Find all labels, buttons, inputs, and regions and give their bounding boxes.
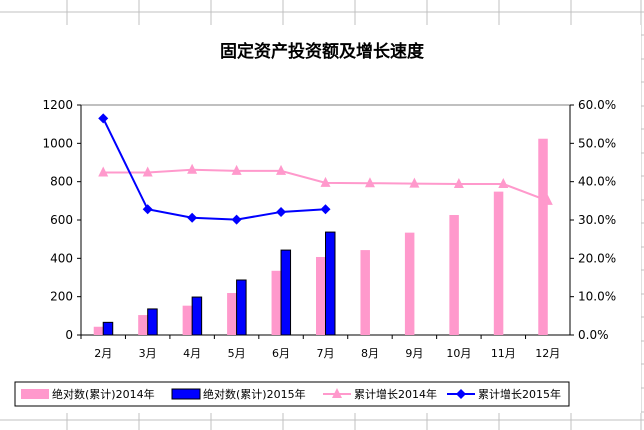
x-tick-label: 12月 bbox=[535, 347, 560, 360]
growth-point-2014 bbox=[276, 164, 287, 175]
legend-box bbox=[14, 381, 570, 407]
bar-2014 bbox=[271, 270, 282, 335]
growth-point-2015 bbox=[276, 206, 287, 217]
bar-2014 bbox=[449, 215, 459, 335]
growth-point-2015 bbox=[231, 214, 242, 225]
growth-point-2014 bbox=[98, 166, 109, 177]
legend-swatch-bar-2015 bbox=[171, 388, 201, 400]
x-tick-label: 3月 bbox=[139, 347, 157, 360]
x-tick-label: 2月 bbox=[94, 347, 112, 360]
bar-2015 bbox=[236, 279, 247, 336]
y-left-tick-label: 800 bbox=[50, 175, 73, 189]
y-left-tick-label: 0 bbox=[65, 328, 73, 342]
growth-point-2014 bbox=[187, 163, 198, 174]
bar-2014 bbox=[404, 232, 415, 335]
bar-2014 bbox=[182, 305, 193, 335]
x-tick-label: 5月 bbox=[228, 347, 246, 360]
legend-marker-triangle bbox=[332, 388, 342, 398]
growth-point-2014 bbox=[364, 177, 375, 188]
y-left-tick-label: 200 bbox=[50, 290, 73, 304]
growth-point-2014 bbox=[453, 177, 464, 188]
growth-line-2015 bbox=[102, 117, 326, 221]
y-left-tick-label: 1200 bbox=[42, 98, 73, 112]
growth-point-2015 bbox=[187, 212, 198, 223]
growth-point-2015 bbox=[142, 204, 153, 215]
legend-label: 绝对数(累计)2015年 bbox=[203, 387, 306, 401]
legend-swatch-bar-2014 bbox=[21, 389, 49, 399]
growth-point-2014 bbox=[142, 166, 153, 177]
y-left-tick-label: 600 bbox=[50, 213, 73, 227]
legend-label: 绝对数(累计)2014年 bbox=[52, 387, 155, 401]
y-right-tick-label: 10.0% bbox=[578, 290, 616, 304]
bar-2014 bbox=[360, 250, 370, 335]
x-tick-label: 6月 bbox=[272, 347, 290, 360]
bar-2015 bbox=[325, 231, 336, 336]
bar-2015 bbox=[280, 249, 292, 336]
bar-2014 bbox=[538, 138, 548, 335]
legend-label: 累计增长2014年 bbox=[354, 387, 437, 401]
bar-2014 bbox=[493, 191, 504, 335]
y-left-tick-label: 1000 bbox=[42, 136, 73, 150]
legend-label: 累计增长2015年 bbox=[478, 387, 561, 401]
y-right-tick-label: 0.0% bbox=[578, 328, 609, 342]
legend: 绝对数(累计)2014年 绝对数(累计)2015年 累计增长2014年 累计增长201… bbox=[14, 381, 570, 407]
x-tick-label: 11月 bbox=[491, 347, 516, 360]
growth-point-2014 bbox=[409, 177, 420, 188]
y-right-tick-label: 40.0% bbox=[578, 175, 616, 189]
x-tick-label: 4月 bbox=[183, 347, 201, 360]
y-left-tick-label: 400 bbox=[50, 251, 73, 265]
bar-2015 bbox=[147, 308, 158, 336]
x-tick-label: 7月 bbox=[317, 347, 335, 360]
growth-point-2014 bbox=[542, 194, 553, 205]
chart-title: 固定资产投资额及增长速度 bbox=[220, 41, 425, 62]
bar-2014 bbox=[93, 326, 104, 335]
growth-point-2014 bbox=[498, 177, 509, 188]
growth-point-2014 bbox=[320, 176, 331, 187]
growth-point-2014 bbox=[231, 164, 242, 175]
x-tick-label: 10月 bbox=[446, 347, 471, 360]
y-right-tick-label: 60.0% bbox=[578, 98, 616, 112]
bar-2015 bbox=[191, 296, 203, 336]
growth-point-2015 bbox=[98, 113, 109, 124]
y-right-tick-label: 50.0% bbox=[578, 136, 616, 150]
chart-area-background bbox=[0, 25, 641, 413]
bar-2015 bbox=[102, 321, 114, 336]
legend-marker-diamond bbox=[456, 389, 466, 399]
bar-2014 bbox=[316, 256, 326, 335]
x-tick-label: 8月 bbox=[361, 347, 379, 360]
y-right-tick-label: 30.0% bbox=[578, 213, 616, 227]
bar-2014 bbox=[227, 293, 237, 335]
x-tick-label: 9月 bbox=[405, 347, 423, 360]
growth-point-2015 bbox=[320, 204, 331, 215]
bar-2014 bbox=[138, 315, 148, 335]
y-right-tick-label: 20.0% bbox=[578, 251, 616, 265]
